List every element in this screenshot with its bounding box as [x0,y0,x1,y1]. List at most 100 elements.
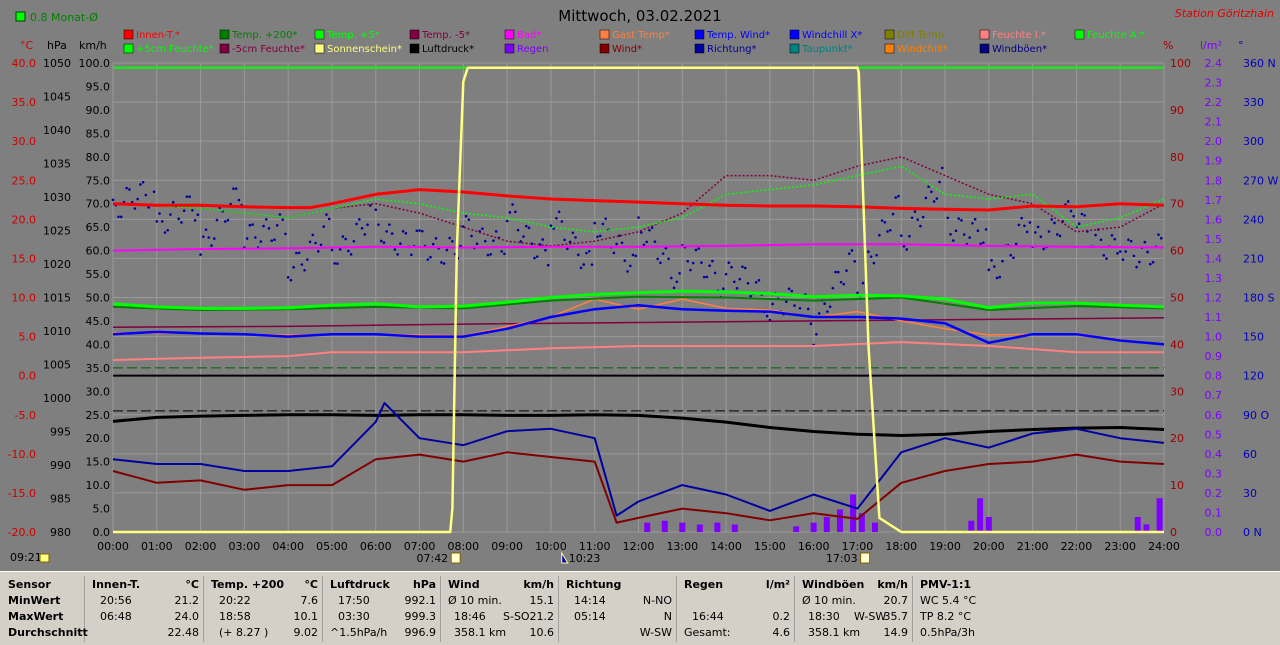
weather-chart: 40.0 35.0 30.0 25.0 20.0 15.0 10.0 5.0 0.0 -5.0 -1… [7,7,1279,565]
direction-point [867,250,870,254]
direction-point [541,238,545,241]
legend-label: Feuchte I.* [992,30,1046,41]
direction-point [1113,237,1117,241]
rain-bar [836,509,843,532]
direction-tick-label: 360 N [1243,57,1276,70]
rain-tick-label: 0.1 [1205,506,1223,519]
humidity-tick-label: 90 [1170,104,1184,117]
reference-lines [113,367,1164,412]
humidity-tick-label: 80 [1170,151,1184,164]
direction-point [500,250,503,253]
direction-point [642,243,646,247]
direction-point [215,218,219,222]
direction-point [845,269,848,272]
rain-bar [850,494,857,532]
legend-label: -5cm Feuchte* [232,44,305,55]
direction-point [735,286,739,290]
direction-point [136,197,139,201]
direction-point [631,253,635,257]
series-feuchte-i [112,341,1164,361]
direction-point [935,197,939,200]
rain-tick-label: 0.9 [1205,350,1223,363]
direction-point [177,217,180,221]
direction-point [916,218,919,221]
direction-point [1014,242,1018,246]
direction-point [741,265,744,269]
direction-point [163,231,167,234]
richtung-max-time: 05:14 [574,610,606,623]
direction-point [732,280,736,284]
wind-title: Wind [448,578,480,591]
pressure-tick-label: 1010 [43,325,71,338]
wind-tick-label: 45.0 [86,315,111,328]
axes-layer: 40.0 35.0 30.0 25.0 20.0 15.0 10.0 5.0 0.0 -5.0 -1… [8,57,1279,553]
direction-point [144,193,148,197]
direction-point [1127,238,1130,242]
rain-tick-label: 2.0 [1205,135,1223,148]
direction-point [815,332,818,336]
windboeen-distance: 358.1 km [808,626,861,639]
direction-point [875,253,878,257]
direction-point [908,234,911,238]
direction-point [533,256,536,260]
direction-point [946,216,950,220]
direction-point [319,243,323,247]
temp-axis-unit: °C [20,39,34,52]
direction-point [960,218,963,222]
time-tick-label: 21:00 [1017,540,1049,553]
innen-min-value: 21.2 [174,594,200,607]
rain-tick-label: 2.1 [1205,116,1223,129]
direction-point [727,261,731,265]
direction-point [694,248,698,252]
direction-tick-label: 120 [1243,370,1264,383]
pressure-tick-label: 1035 [43,158,71,171]
wind-tick-label: 80.0 [86,151,111,164]
direction-point [308,240,312,244]
direction-point [555,216,558,220]
solar-noon-label: 10:23 [569,552,601,565]
time-tick-label: 02:00 [185,540,217,553]
rain-bar [985,516,992,532]
richtung-min-value: N-NO [642,594,672,607]
direction-tick-label: 240 [1243,213,1264,226]
direction-point [1143,240,1147,244]
direction-point [979,242,982,246]
direction-point [445,248,449,252]
sun-hours-icon [39,553,50,563]
direction-axis-unit: ° [1238,39,1244,52]
innen-max-value: 24.0 [174,610,200,623]
direction-point [746,282,750,285]
direction-point [711,259,714,263]
direction-point [839,280,843,284]
direction-point [670,276,673,280]
direction-point [817,312,821,315]
direction-point [853,260,857,263]
direction-point [420,229,424,233]
direction-point [349,253,353,256]
direction-point [259,240,263,243]
direction-point [1058,234,1062,238]
pressure-tick-label: 990 [50,459,71,472]
luftdruck-min-value: 992.1 [404,594,437,607]
direction-point [1055,233,1059,236]
time-tick-label: 00:00 [97,540,129,553]
direction-point [880,219,884,222]
direction-point [596,235,599,239]
direction-point [883,220,887,224]
direction-point [273,238,276,242]
direction-point [689,268,692,272]
series-5cm-feuchte [112,165,1165,233]
direction-point [415,229,419,233]
direction-point [464,214,468,218]
direction-point [743,266,747,270]
direction-point [314,241,317,245]
direction-point [1110,234,1114,237]
series-temp-5 [112,317,1165,328]
humidity-tick-label: 40 [1170,338,1184,351]
legend-swatch [884,29,895,40]
direction-point [1135,265,1138,269]
rain-bar [679,522,686,532]
rain-bar [1156,498,1163,532]
rain-tick-label: 1.8 [1205,174,1223,187]
time-tick-label: 06:00 [360,540,392,553]
